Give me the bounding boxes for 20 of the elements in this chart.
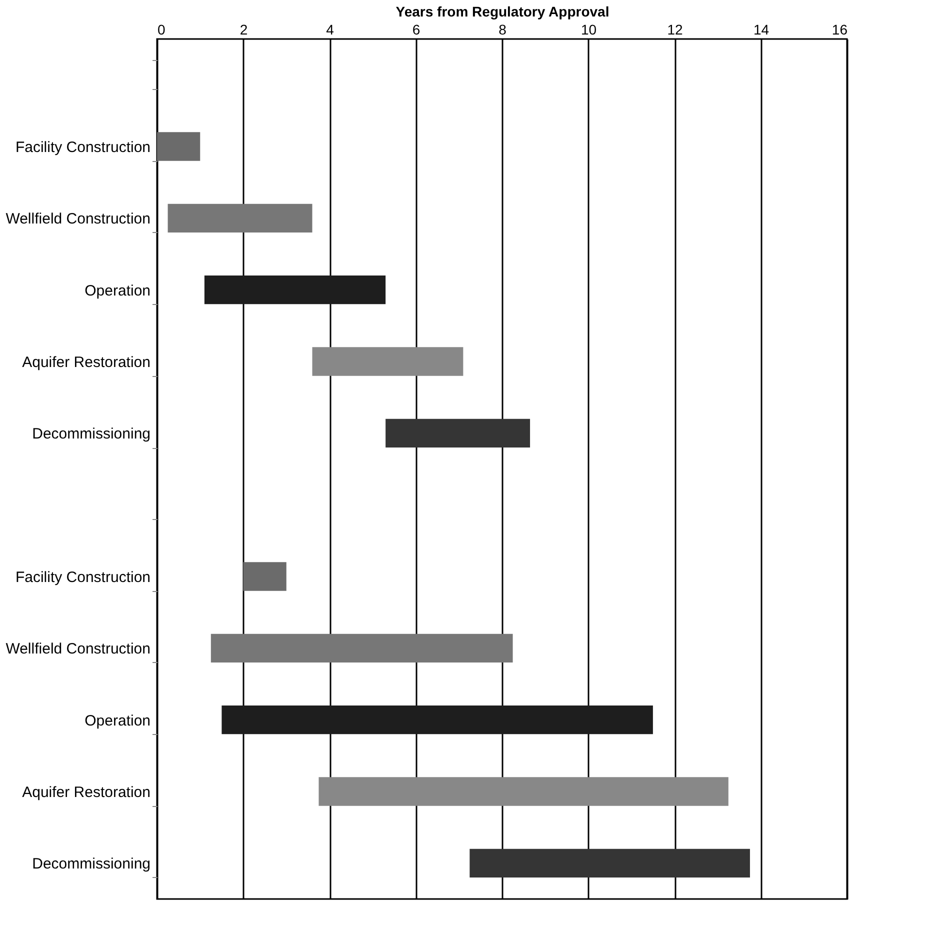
y-tick-label: Decommissioning — [32, 426, 150, 443]
y-tick-label: Aquifer Restoration — [22, 354, 150, 371]
x-tick-label: 2 — [240, 22, 248, 38]
y-tick-label: Aquifer Restoration — [22, 784, 150, 801]
y-tick-label: Facility Construction — [15, 569, 150, 586]
x-tick-label: 12 — [667, 22, 683, 38]
y-tick-label: Operation — [84, 712, 150, 730]
y-tick-label: Operation — [84, 282, 150, 300]
x-axis-title: Years from Regulatory Approval — [396, 4, 610, 20]
x-tick-label: 8 — [498, 22, 507, 38]
y-tick-label: Wellfield Construction — [6, 210, 150, 228]
y-tick-label: Facility Construction — [15, 139, 150, 156]
y-tick-label: Decommissioning — [32, 856, 150, 873]
x-tick-label: 16 — [832, 22, 848, 38]
y-tick-label: Wellfield Construction — [6, 640, 150, 658]
x-tick-label: 4 — [326, 22, 334, 38]
x-tick-label: 10 — [580, 22, 597, 38]
x-tick-label: 0 — [158, 22, 166, 38]
x-tick-label: 14 — [753, 22, 770, 38]
x-tick-label: 6 — [412, 22, 420, 38]
